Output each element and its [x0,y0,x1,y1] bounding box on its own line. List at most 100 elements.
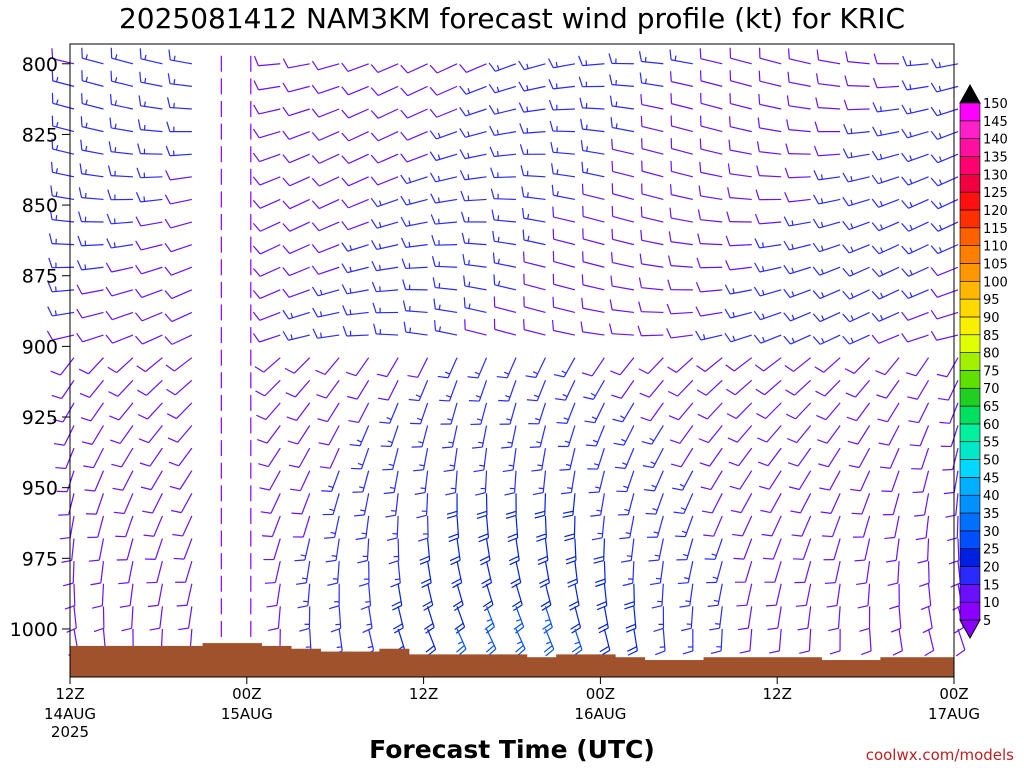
colorbar-label: 125 [983,186,1008,201]
wind-barb [676,538,694,561]
wind-barb [386,515,399,542]
wind-barb [704,538,723,560]
wind-barb [165,170,192,181]
wind-barb [901,80,929,91]
wind-barb [135,334,163,345]
wind-barb [165,357,193,372]
wind-barb [429,108,458,118]
wind-barb [341,108,369,119]
wind-barb [442,425,458,449]
surface-segment [349,651,380,677]
wind-barb [943,470,959,495]
wind-barb [638,357,664,375]
wind-barb [429,172,458,183]
wind-barb [50,357,75,376]
wind-barb [471,425,488,449]
wind-barb [857,583,871,609]
wind-barb [815,97,841,110]
surface-segment [880,657,911,677]
surface-terrain-layer [70,643,955,677]
wind-barb [488,104,517,115]
wind-barb [585,425,605,447]
wind-barb [619,515,635,540]
wind-barb [901,128,929,139]
wind-barb [549,120,575,133]
wind-barb [638,51,664,65]
x-tick-label: 00Z [939,685,968,703]
colorbar-label: 70 [983,382,1000,397]
x-tick-sublabel: 2025 [51,723,89,741]
wind-barb [638,277,664,291]
wind-barb [92,583,105,609]
wind-barb [501,425,517,449]
wind-barb [757,117,782,133]
wind-barb [463,297,487,314]
wind-barb [922,606,933,634]
wind-barb [282,221,310,232]
wind-barb [901,176,929,186]
wind-barb [164,289,193,300]
wind-barb [909,425,930,447]
wind-barb [252,311,281,321]
wind-barb [282,266,310,277]
wind-barb [164,266,193,276]
wind-barb [669,184,693,201]
y-tick-label: 850 [22,195,58,217]
wind-barb [139,71,163,87]
wind-barb [930,244,959,255]
wind-barb [166,121,192,133]
wind-barb [876,379,900,399]
wind-barb [930,288,959,298]
wind-barb [764,560,782,583]
credit-text: coolwx.com/models [866,746,1014,764]
wind-barb [79,379,104,398]
wind-barb [610,357,635,376]
wind-barb [581,161,605,178]
colorbar-swatch [959,191,981,211]
wind-barb [493,296,517,314]
wind-barb [901,152,929,163]
surface-segment [644,660,675,677]
wind-barb [492,252,517,268]
wind-barb [726,379,753,396]
wind-barb [614,447,635,469]
wind-barb [570,606,582,634]
wind-barb [673,493,694,515]
wind-barb [316,379,340,399]
x-tick-label: 12Z [763,685,792,703]
wind-barb [93,606,105,633]
wind-barb [842,196,870,207]
wind-barb [700,470,723,491]
wind-barb [787,447,812,467]
wind-barb [728,447,753,467]
wind-barb [330,606,342,633]
wind-barb [379,402,399,424]
wind-barb [299,606,311,632]
wind-barb [667,357,694,373]
surface-segment [202,643,233,677]
wind-barb [322,493,340,516]
wind-barb [311,265,340,275]
colorbar-label: 20 [983,561,1000,576]
wind-barb [762,538,782,560]
wind-barb [448,515,460,543]
wind-barb [579,97,605,110]
wind-barb [252,128,281,139]
wind-barb [508,538,520,566]
wind-barb [253,104,281,115]
wind-barb [519,123,546,134]
wind-barb [729,93,752,110]
colorbar-label: 25 [983,543,1000,558]
wind-barb [172,515,193,537]
wind-barb [670,447,694,468]
wind-barb [282,153,310,164]
wind-barb [489,125,517,136]
y-tick-label: 1000 [10,619,58,641]
wind-barbs-layer [46,47,966,657]
wind-barb [521,207,546,223]
colorbar-swatch [959,227,981,246]
colorbar-label: 40 [983,489,1000,504]
wind-barb [459,63,487,73]
wind-barb [437,357,458,379]
